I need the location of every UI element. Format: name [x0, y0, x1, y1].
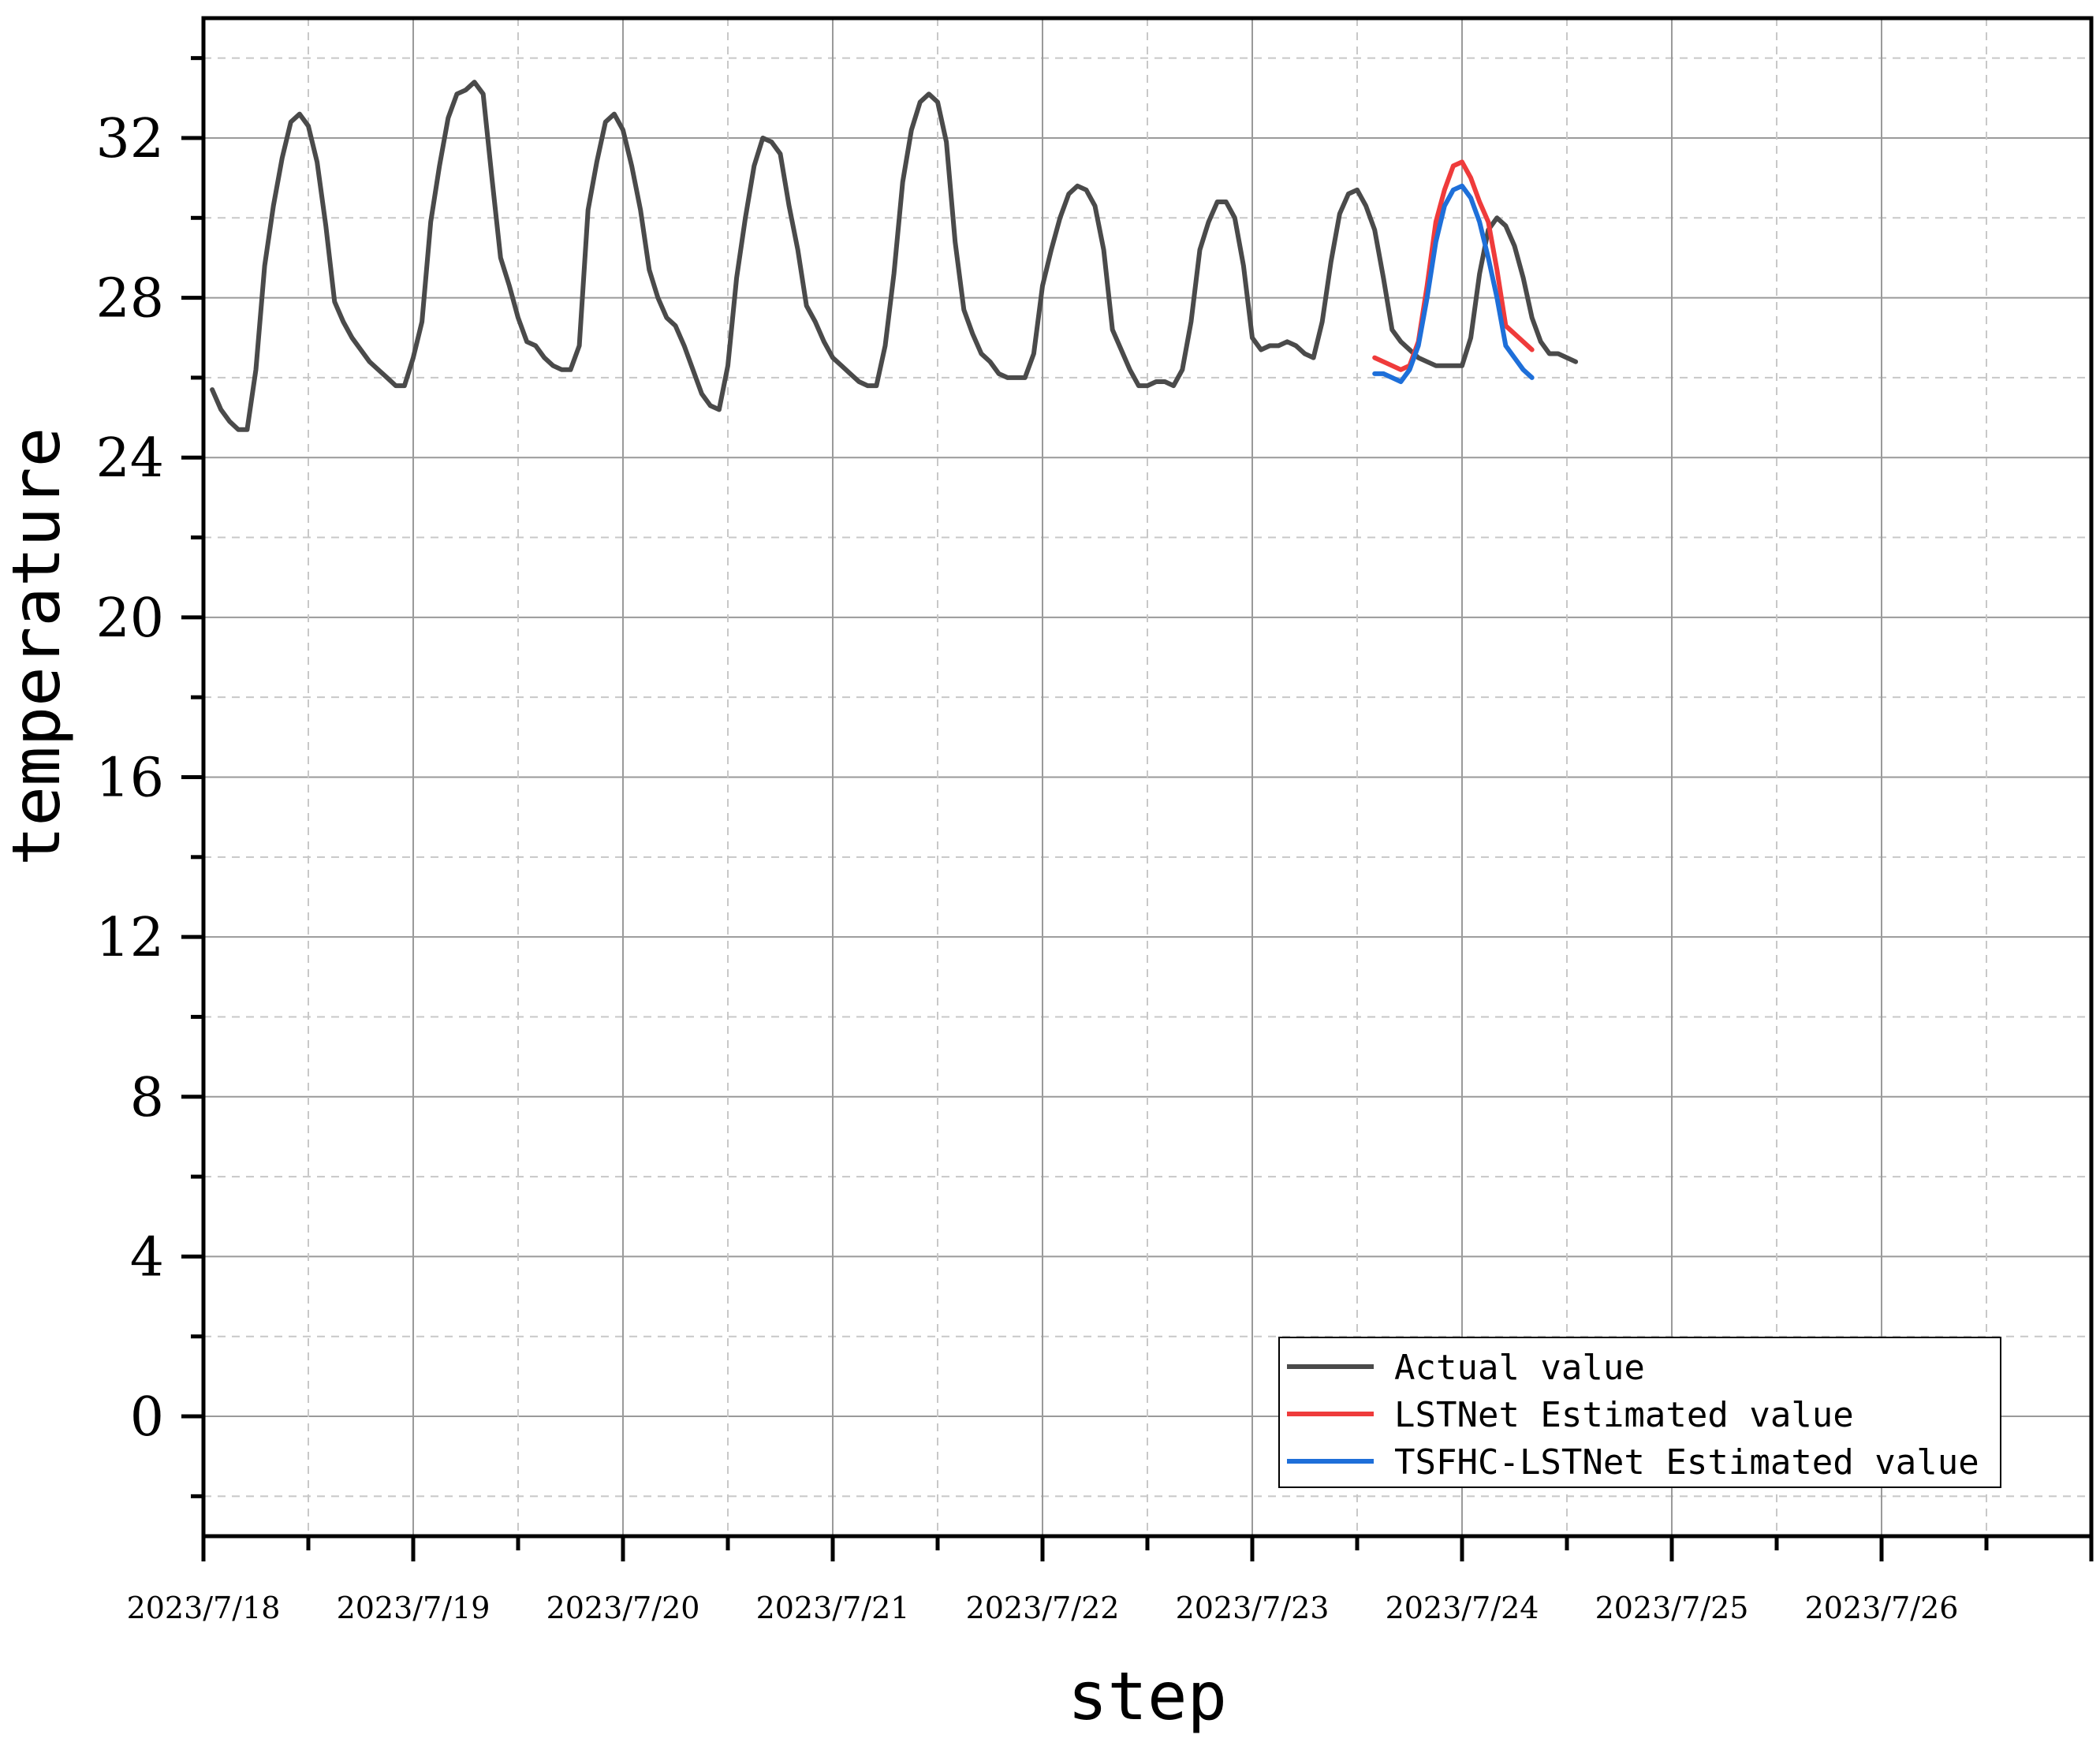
x-tick-label: 2023/7/25	[1595, 1591, 1749, 1625]
grid	[203, 18, 2092, 1536]
y-tick-label: 0	[130, 1386, 164, 1449]
x-tick-label: 2023/7/26	[1805, 1591, 1959, 1625]
y-tick-label: 16	[95, 748, 164, 810]
legend-label-actual: Actual value	[1394, 1348, 1645, 1388]
x-tick-labels: 2023/7/18 2023/7/19 2023/7/20 2023/7/21 2023…	[127, 1591, 1959, 1625]
legend-label-tsfhc-lstnet: TSFHC-LSTNet Estimated value	[1394, 1442, 1979, 1483]
y-tick-label: 12	[95, 907, 164, 969]
y-tick-label: 4	[130, 1226, 164, 1289]
axis-ticks	[181, 56, 2094, 1561]
legend-box	[1278, 1337, 2001, 1488]
x-tick-label: 2023/7/21	[756, 1591, 910, 1625]
legend: Actual value LSTNet Estimated value TSFH…	[1278, 1337, 2001, 1488]
y-tick-label: 32	[95, 108, 164, 170]
x-tick-label: 2023/7/24	[1386, 1591, 1539, 1625]
series-lines	[210, 80, 1579, 432]
y-tick-label: 24	[95, 427, 164, 490]
x-tick-label: 2023/7/18	[127, 1591, 281, 1625]
legend-label-lstnet: LSTNet Estimated value	[1394, 1395, 1854, 1435]
y-axis-label: temperature	[0, 427, 75, 866]
x-tick-label: 2023/7/23	[1176, 1591, 1330, 1625]
x-tick-label: 2023/7/22	[966, 1591, 1120, 1625]
series-line-tsfhc-lstnet	[1372, 183, 1535, 384]
y-tick-labels: 0 4 8 12 16 20 24 28 32	[95, 108, 164, 1449]
y-tick-label: 8	[130, 1067, 164, 1129]
x-tick-label: 2023/7/19	[337, 1591, 490, 1625]
series-line-actual	[210, 80, 1579, 432]
y-tick-label: 28	[95, 268, 164, 330]
y-tick-label: 20	[95, 588, 164, 650]
series-line-lstnet	[1372, 159, 1535, 372]
x-axis-label: step	[1068, 1658, 1227, 1735]
x-tick-label: 2023/7/20	[546, 1591, 700, 1625]
